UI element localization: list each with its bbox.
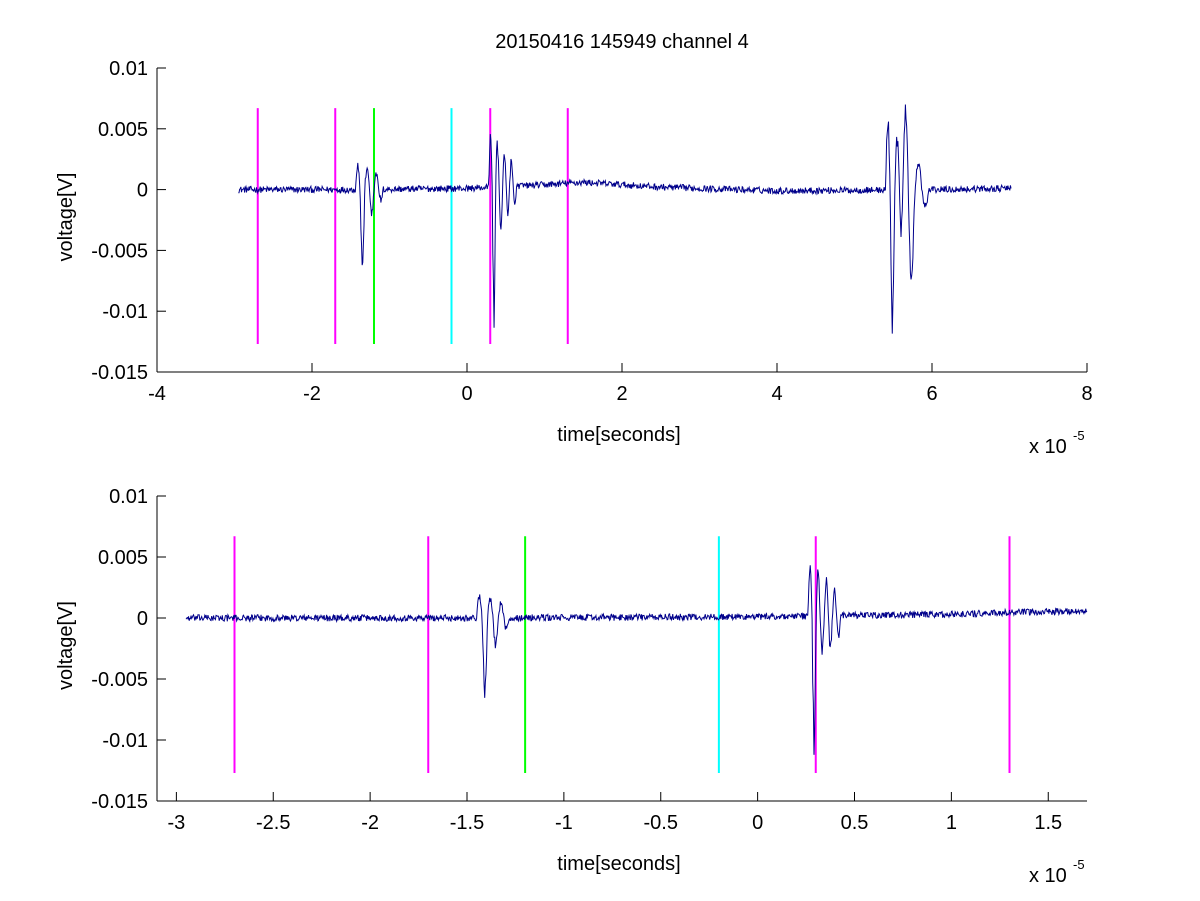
- x-tick-label: 4: [771, 383, 782, 405]
- y-axis-label: voltage[V]: [55, 601, 77, 690]
- y-tick-label: -0.005: [91, 240, 148, 262]
- y-tick-label: -0.01: [102, 301, 148, 323]
- y-tick-label: -0.005: [91, 669, 148, 691]
- x-tick-label: -2: [303, 383, 321, 405]
- y-tick-label: 0: [137, 180, 148, 202]
- x-tick-label: -3: [167, 812, 185, 834]
- x-tick-label: 8: [1081, 383, 1092, 405]
- bottom-panel: -3 -2.5 -2 -1.5 -1 -0.5 0 0.5 1 1.5 -0.015 -0.01 -0.…: [55, 486, 1088, 887]
- x-tick-label: 0: [752, 812, 763, 834]
- y-tick-label: -0.015: [91, 362, 148, 384]
- x-scale-exponent: -5: [1073, 428, 1085, 443]
- x-tick-label: 1: [946, 812, 957, 834]
- x-tick-label: 2: [616, 383, 627, 405]
- x-tick-label: -4: [148, 383, 166, 405]
- y-tick-label: 0.005: [98, 547, 148, 569]
- y-axis-label: voltage[V]: [55, 173, 77, 262]
- signal-trace: [238, 104, 1012, 334]
- x-scale-multiplier: x 10: [1029, 436, 1067, 458]
- x-tick-label: 1.5: [1034, 812, 1062, 834]
- x-axis-label: time[seconds]: [557, 424, 680, 446]
- x-scale-multiplier: x 10: [1029, 865, 1067, 887]
- chart-title: 20150416 145949 channel 4: [495, 31, 749, 53]
- x-tick-label: -1: [555, 812, 573, 834]
- x-tick-label: 6: [926, 383, 937, 405]
- x-tick-label: 0.5: [841, 812, 869, 834]
- y-tick-label: 0: [137, 608, 148, 630]
- y-tick-label: 0.01: [109, 486, 148, 508]
- x-scale-exponent: -5: [1073, 857, 1085, 872]
- x-axis-label: time[seconds]: [557, 853, 680, 875]
- x-tick-label: -1.5: [450, 812, 484, 834]
- y-tick-label: 0.005: [98, 119, 148, 141]
- y-tick-label: -0.01: [102, 730, 148, 752]
- x-tick-label: -2.5: [256, 812, 290, 834]
- top-panel: -4 -2 0 2 4 6 8 -0.015 -0.01 -0.005 0 0.005 0.01 time…: [55, 58, 1093, 458]
- y-tick-label: -0.015: [91, 791, 148, 813]
- x-tick-label: 0: [461, 383, 472, 405]
- x-tick-label: -0.5: [644, 812, 678, 834]
- y-tick-label: 0.01: [109, 58, 148, 80]
- x-tick-label: -2: [361, 812, 379, 834]
- signal-trace: [185, 565, 1088, 755]
